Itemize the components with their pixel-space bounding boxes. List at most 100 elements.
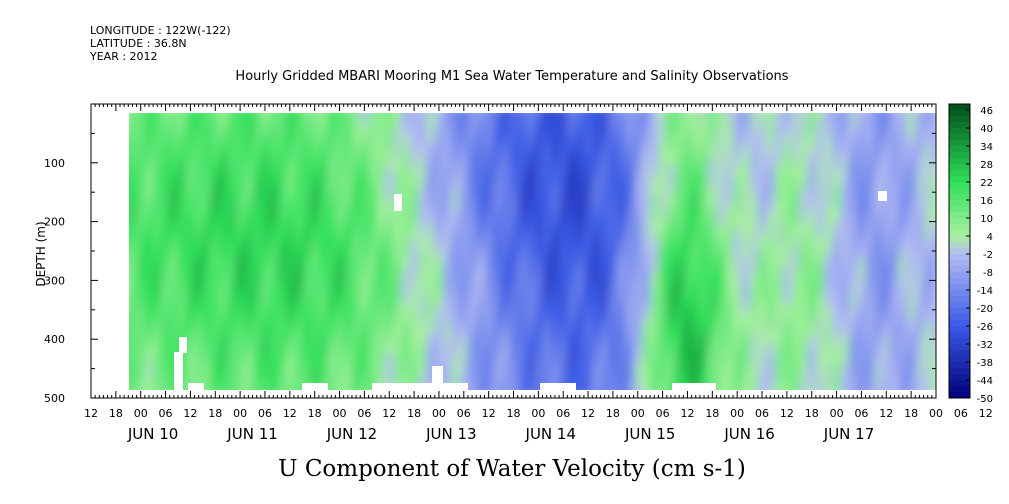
heatmap-cell xyxy=(194,153,204,164)
heatmap-cell xyxy=(708,350,718,361)
heatmap-cell xyxy=(915,238,925,249)
heatmap-cell xyxy=(443,350,452,361)
heatmap-cell xyxy=(434,275,444,286)
heatmap-cell xyxy=(617,125,626,136)
heatmap-cell xyxy=(129,332,138,343)
y-tick-label: 200 xyxy=(44,216,65,229)
heatmap-cell xyxy=(451,247,461,258)
heatmap-cell xyxy=(708,256,718,267)
heatmap-cell xyxy=(451,191,461,202)
heatmap-cell xyxy=(227,303,237,314)
heatmap-cell xyxy=(202,181,212,192)
heatmap-cell xyxy=(683,256,693,267)
heatmap-cell xyxy=(368,172,378,183)
heatmap-cell xyxy=(757,134,767,145)
heatmap-cell xyxy=(849,125,858,136)
heatmap-cell xyxy=(757,200,767,211)
heatmap-cell xyxy=(915,303,925,314)
heatmap-cell xyxy=(807,266,817,277)
heatmap-cell xyxy=(459,228,469,239)
heatmap-cell xyxy=(857,238,867,249)
colorbar-swatch xyxy=(949,254,970,261)
heatmap-cell xyxy=(443,322,452,333)
heatmap-cell xyxy=(592,266,602,277)
heatmap-cell xyxy=(882,247,892,258)
colorbar-swatch xyxy=(949,248,970,255)
colorbar-label: -38 xyxy=(977,358,993,369)
heatmap-cell xyxy=(277,200,287,211)
heatmap-cell xyxy=(227,322,237,333)
heatmap-cell xyxy=(873,219,883,230)
heatmap-cell xyxy=(153,256,163,267)
heatmap-cell xyxy=(583,313,593,324)
heatmap-cell xyxy=(335,172,345,183)
heatmap-cell xyxy=(849,191,858,202)
heatmap-cell xyxy=(898,143,908,154)
heatmap-cell xyxy=(227,379,237,390)
heatmap-cell xyxy=(567,313,577,324)
heatmap-cell xyxy=(534,379,544,390)
heatmap-cell xyxy=(741,379,751,390)
heatmap-cell xyxy=(310,134,320,145)
heatmap-cell xyxy=(882,219,892,230)
heatmap-cell xyxy=(691,266,701,277)
colorbar-swatch xyxy=(949,272,970,279)
heatmap-cell xyxy=(890,191,900,202)
heatmap-cell xyxy=(799,153,809,164)
heatmap-cell xyxy=(129,313,138,324)
heatmap-cell xyxy=(136,350,146,361)
heatmap-cell xyxy=(915,181,925,192)
heatmap-cell xyxy=(501,238,510,249)
heatmap-cell xyxy=(227,294,237,305)
heatmap-cell xyxy=(385,181,394,192)
heatmap-cell xyxy=(807,313,817,324)
heatmap-cell xyxy=(774,238,784,249)
heatmap-cell xyxy=(501,332,510,343)
heatmap-cell xyxy=(451,200,461,211)
heatmap-cell xyxy=(799,219,809,230)
heatmap-cell xyxy=(691,153,701,164)
heatmap-cell xyxy=(774,200,784,211)
heatmap-cell xyxy=(617,115,626,126)
heatmap-cell xyxy=(186,294,196,305)
heatmap-cell xyxy=(401,153,411,164)
heatmap-cell xyxy=(749,332,759,343)
heatmap-cell xyxy=(575,125,585,136)
missing-data-patch xyxy=(372,383,468,390)
heatmap-cell xyxy=(608,379,618,390)
heatmap-cell xyxy=(625,162,635,173)
heatmap-cell xyxy=(409,266,419,277)
heatmap-cell xyxy=(534,172,544,183)
heatmap-cell xyxy=(675,181,684,192)
x-tick-label: 00 xyxy=(233,407,247,420)
heatmap-cell xyxy=(136,209,146,220)
heatmap-cell xyxy=(277,247,287,258)
colorbar-swatch xyxy=(949,350,970,357)
heatmap-cell xyxy=(285,134,295,145)
heatmap-cell xyxy=(815,238,825,249)
heatmap-cell xyxy=(277,388,287,390)
heatmap-cell xyxy=(227,332,237,343)
heatmap-cell xyxy=(807,247,817,258)
heatmap-cell xyxy=(467,388,477,390)
heatmap-cell xyxy=(501,275,510,286)
heatmap-cell xyxy=(517,379,527,390)
heatmap-cell xyxy=(716,153,726,164)
heatmap-cell xyxy=(401,303,411,314)
heatmap-cell xyxy=(120,182,129,192)
heatmap-cell xyxy=(691,350,701,361)
heatmap-cell xyxy=(434,303,444,314)
heatmap-cell xyxy=(583,209,593,220)
heatmap-cell xyxy=(177,303,187,314)
heatmap-cell xyxy=(501,125,510,136)
heatmap-cell xyxy=(890,332,900,343)
heatmap-cell xyxy=(169,285,179,296)
heatmap-cell xyxy=(351,369,361,380)
heatmap-cell xyxy=(575,153,585,164)
heatmap-cell xyxy=(235,113,245,117)
heatmap-cell xyxy=(426,322,436,333)
heatmap-cell xyxy=(617,294,626,305)
heatmap-cell xyxy=(434,341,444,352)
heatmap-cell xyxy=(534,313,544,324)
heatmap-cell xyxy=(658,219,668,230)
